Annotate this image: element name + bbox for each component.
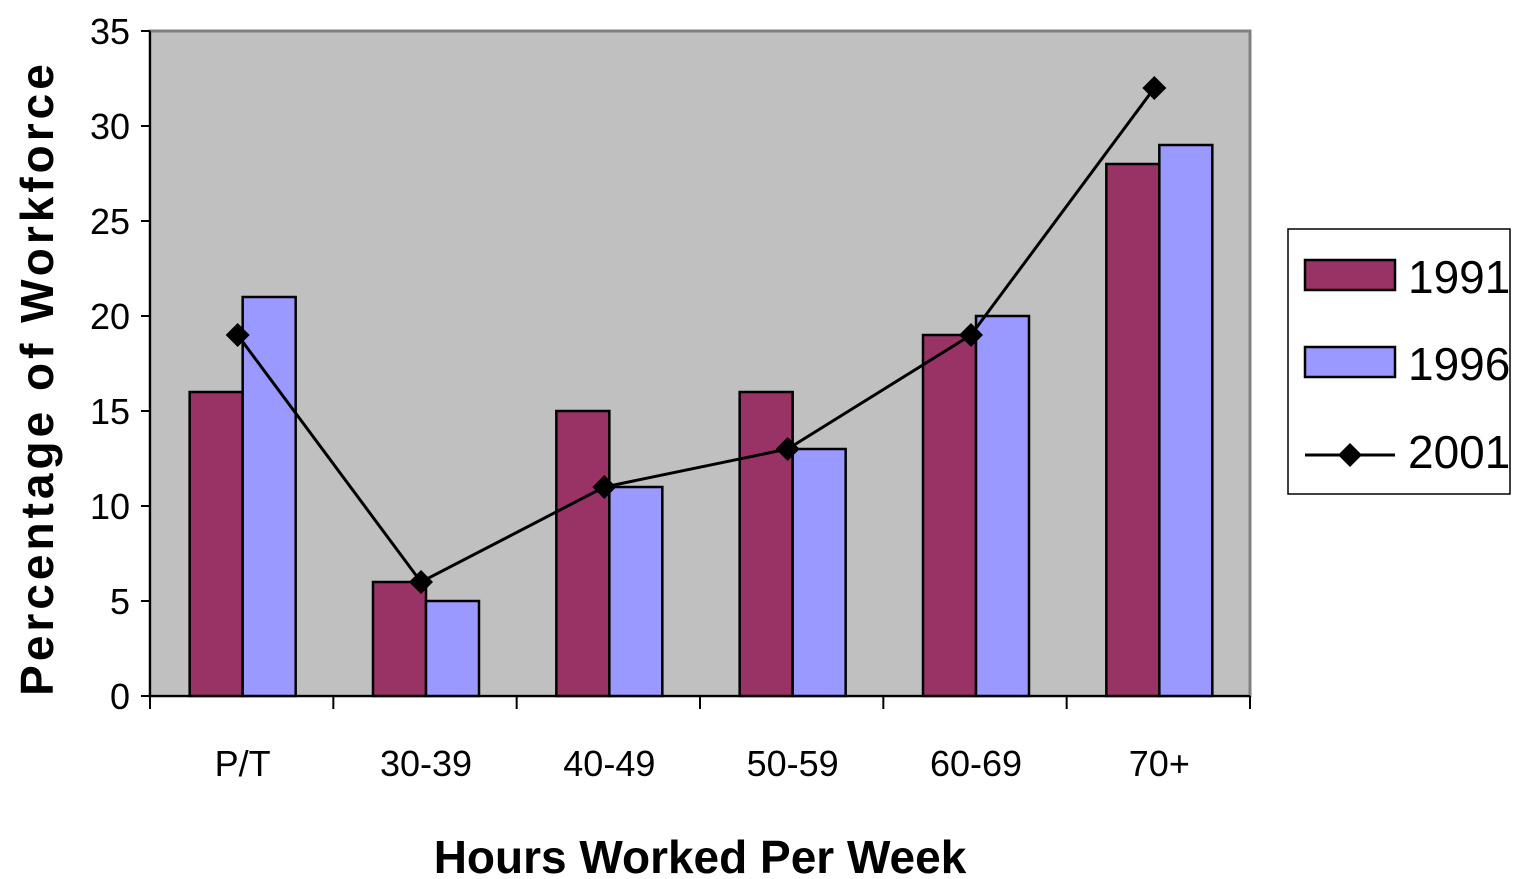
y-tick-label: 25 — [90, 201, 130, 242]
legend: 1991 1996 2001 — [1287, 228, 1511, 495]
bar-1991-60-69 — [921, 333, 978, 698]
x-axis-ticks: P/T 30-39 40-49 50-59 60-69 70+ — [149, 696, 1251, 784]
y-tick-label: 35 — [90, 11, 130, 52]
x-tick-label: 30-39 — [380, 743, 472, 784]
marker-2001-70+ — [1142, 76, 1167, 100]
legend-label-1996: 1996 — [1408, 338, 1510, 390]
x-tick-label: 60-69 — [930, 743, 1022, 784]
bar-1996-70+ — [1158, 143, 1214, 698]
bar-series — [188, 143, 1214, 698]
x-tick-label: 50-59 — [747, 743, 839, 784]
y-axis-title: Percentage of Workforce — [11, 60, 63, 696]
bar-1996-60-69 — [974, 314, 1031, 698]
x-tick-label: 70+ — [1129, 743, 1190, 784]
y-tick-label: 15 — [90, 391, 130, 432]
line-2001 — [236, 87, 1156, 584]
y-tick-label: 10 — [90, 486, 130, 527]
marker-2001-60-69 — [959, 323, 983, 347]
legend-label-1991: 1991 — [1408, 251, 1510, 303]
x-tick-label: 40-49 — [563, 743, 655, 784]
legend-label-2001: 2001 — [1408, 426, 1510, 478]
legend-swatch-1991 — [1303, 258, 1397, 292]
legend-marker-2001 — [1338, 443, 1362, 467]
bar-1996-P/T — [241, 295, 297, 698]
y-tick-label: 5 — [110, 581, 130, 622]
y-tick-label: 0 — [110, 676, 130, 717]
x-axis-title: Hours Worked Per Week — [434, 831, 967, 879]
y-axis-ticks: 0 5 10 15 20 25 30 35 — [90, 11, 150, 717]
bar-1991-50-59 — [738, 390, 794, 698]
bar-1991-40-49 — [555, 409, 611, 698]
bar-1991-30-39 — [371, 580, 428, 698]
x-tick-label: P/T — [215, 743, 271, 784]
y-tick-label: 30 — [90, 106, 130, 147]
marker-2001-P/T — [225, 323, 250, 347]
plot-area — [148, 29, 1252, 698]
marker-2001-40-49 — [592, 475, 617, 499]
bar-1991-P/T — [188, 390, 244, 698]
marker-2001-50-59 — [775, 437, 800, 461]
bar-1996-40-49 — [608, 485, 664, 698]
bar-1991-70+ — [1105, 162, 1161, 698]
bar-1996-50-59 — [791, 447, 847, 698]
y-tick-label: 20 — [90, 296, 130, 337]
legend-swatch-1996 — [1303, 345, 1397, 379]
bar-1996-30-39 — [424, 599, 481, 698]
line-series — [225, 76, 1167, 594]
marker-2001-30-39 — [409, 570, 433, 594]
